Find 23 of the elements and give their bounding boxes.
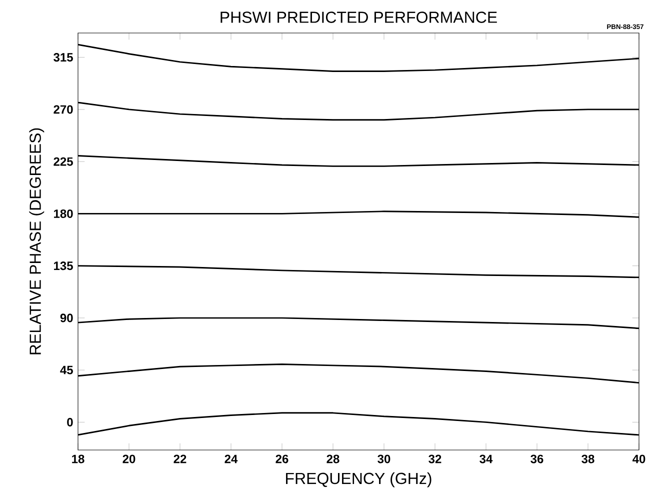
x-tick-label: 18 <box>72 454 84 464</box>
y-tick-label: 225 <box>54 157 73 166</box>
x-tick-label: 36 <box>530 454 544 464</box>
y-tick-label: 135 <box>54 262 73 270</box>
x-tick-label: 30 <box>378 454 390 464</box>
y-tick-label: 315 <box>54 53 73 62</box>
y-tick-label: 270 <box>54 105 73 114</box>
x-tick-label: 26 <box>276 454 288 464</box>
x-tick-label: 24 <box>224 454 238 464</box>
x-tick-label: 28 <box>326 454 340 464</box>
x-tick-label: 22 <box>174 454 186 464</box>
x-tick-label: 40 <box>632 454 646 464</box>
x-tick-label: 34 <box>480 454 493 464</box>
chart-title: PHSWI PREDICTED PERFORMANCE <box>220 12 497 23</box>
x-tick-label: 38 <box>582 454 594 464</box>
y-tick-label: 90 <box>60 314 73 322</box>
x-tick-label: 20 <box>122 454 136 464</box>
y-tick-label: 45 <box>60 366 73 374</box>
y-tick-label: 180 <box>54 209 73 218</box>
y-axis-title: RELATIVE PHASE (DEGREES) <box>29 128 44 354</box>
y-tick-label: 0 <box>67 418 73 426</box>
x-tick-label: 32 <box>428 454 442 464</box>
x-axis-title: FREQUENCY (GHz) <box>286 472 432 488</box>
